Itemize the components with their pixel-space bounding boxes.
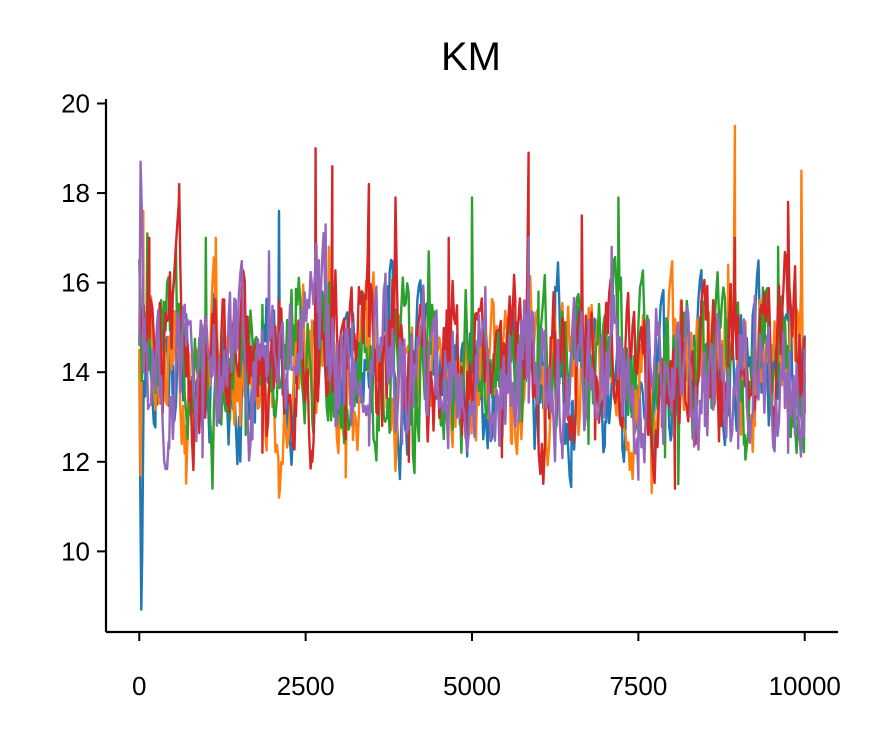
- x-tick-label: 0: [132, 671, 146, 701]
- chart-title: KM: [441, 35, 501, 79]
- y-tick-label: 16: [61, 268, 90, 298]
- series-group: [138, 124, 806, 611]
- y-tick-label: 20: [61, 88, 90, 118]
- series-line-5: [138, 160, 806, 481]
- y-tick-label: 10: [61, 536, 90, 566]
- x-tick-label: 5000: [443, 671, 501, 701]
- x-tick-label: 2500: [277, 671, 335, 701]
- ticks: 0 2500 5000 7500 10000 10 12 14 16 18 20: [61, 88, 841, 701]
- x-tick-label: 7500: [609, 671, 667, 701]
- y-tick-label: 18: [61, 178, 90, 208]
- x-tick-label: 10000: [769, 671, 841, 701]
- y-tick-label: 14: [61, 357, 90, 387]
- y-tick-label: 12: [61, 447, 90, 477]
